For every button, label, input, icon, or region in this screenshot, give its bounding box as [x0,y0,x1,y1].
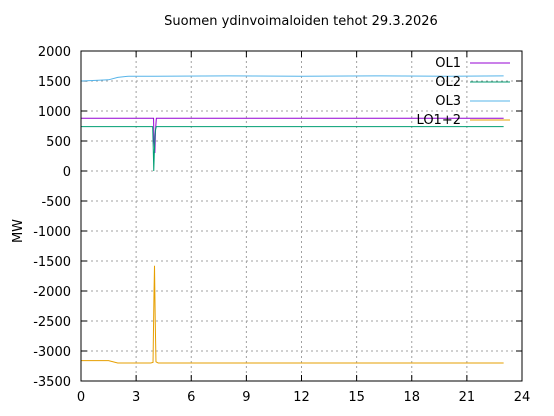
legend-label-ol1: OL1 [435,56,461,71]
legend: OL1 OL2 OL3 LO1+2 [417,56,510,128]
y-axis-label: MW [11,219,26,243]
y-tick-label-2: 1000 [38,105,71,120]
x-tick-label-2: 6 [187,390,195,405]
series-line-ol2 [81,126,504,172]
y-tick-label-8: -2000 [33,285,71,300]
y-tick-label-6: -1000 [33,225,71,240]
y-tick-label-1: 1500 [38,75,71,90]
series-line-lo1-2 [81,265,504,364]
legend-label-ol3: OL3 [435,94,461,109]
plot-frame [80,50,523,382]
y-tick-label-9: -2500 [33,315,71,330]
x-tick-label-5: 15 [348,390,365,405]
y-tick-label-0: 2000 [38,45,71,60]
x-tick-label-3: 9 [242,390,250,405]
chart-title: Suomen ydinvoimaloiden tehot 29.3.2026 [164,14,438,29]
y-tick-label-4: 0 [63,165,71,180]
axis-ticks: 2000 1500 1000 500 0 -500 -1000 -1500 -2000 -2500… [33,45,530,405]
series-line-ol1 [81,117,504,154]
x-tick-label-4: 12 [293,390,310,405]
y-tick-label-3: 500 [46,135,71,150]
series-line-ol3 [80,75,504,82]
x-tick-label-1: 3 [132,390,140,405]
y-tick-label-10: -3000 [33,345,71,360]
x-tick-label-7: 21 [459,390,476,405]
x-tick-label-0: 0 [77,390,85,405]
x-tick-label-6: 18 [403,390,420,405]
legend-label-ol2: OL2 [435,75,461,90]
series-lines [80,75,504,364]
x-tick-label-8: 24 [514,390,531,405]
y-tick-label-5: -500 [41,195,71,210]
y-tick-label-7: -1500 [33,255,71,270]
grid-lines [81,51,522,381]
legend-label-lo1-2: LO1+2 [417,113,461,128]
y-tick-label-11: -3500 [33,375,71,390]
